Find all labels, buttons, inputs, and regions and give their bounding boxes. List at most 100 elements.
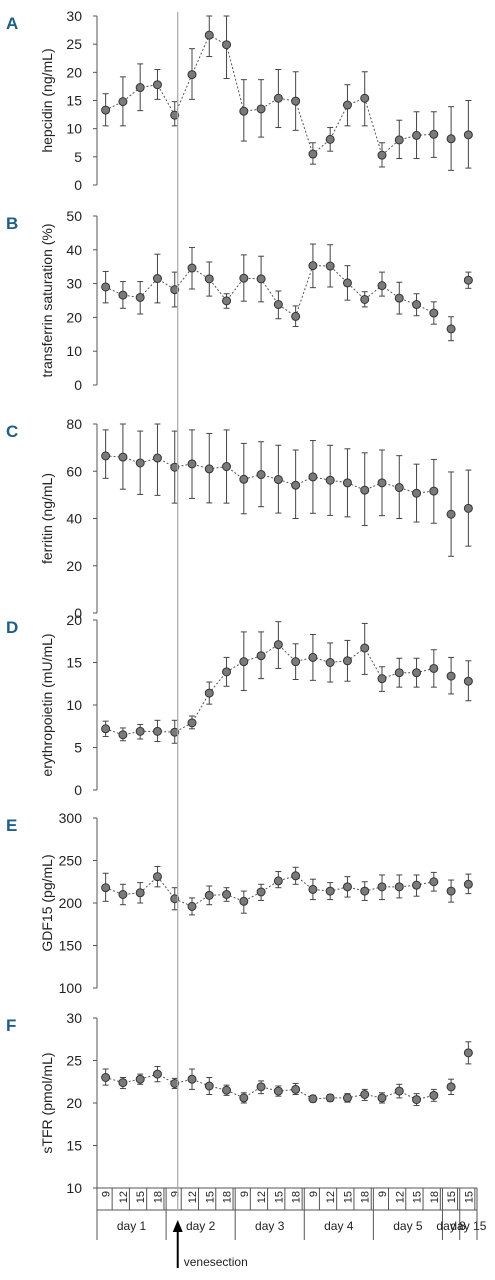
day-label: day 3 bbox=[255, 1219, 285, 1233]
data-point bbox=[394, 293, 404, 303]
day-label: day 5 bbox=[393, 1219, 423, 1233]
y-tick-label: 30 bbox=[66, 276, 82, 292]
data-point bbox=[256, 274, 266, 284]
series-line bbox=[105, 265, 435, 318]
data-point bbox=[342, 656, 352, 666]
data-point bbox=[446, 509, 456, 519]
data-point bbox=[273, 300, 283, 310]
data-point bbox=[152, 726, 162, 736]
data-point bbox=[152, 872, 162, 882]
data-point bbox=[342, 278, 352, 288]
y-tick-label: 30 bbox=[66, 1010, 82, 1026]
y-tick-label: 0 bbox=[74, 177, 82, 193]
data-point bbox=[170, 110, 180, 120]
data-point bbox=[446, 324, 456, 334]
series-line bbox=[105, 875, 434, 907]
data-point bbox=[204, 1081, 214, 1091]
x-tick-label-hour: 15 bbox=[135, 1191, 147, 1203]
data-point bbox=[325, 886, 335, 896]
data-point bbox=[118, 290, 128, 300]
x-tick-label-hour: 9 bbox=[239, 1191, 251, 1197]
data-point bbox=[429, 877, 439, 887]
y-axis-label: GDF15 (pg/mL) bbox=[39, 854, 55, 951]
data-point bbox=[429, 663, 439, 673]
data-point bbox=[342, 478, 352, 488]
y-tick-label: 15 bbox=[66, 93, 82, 109]
x-tick-label-hour: 15 bbox=[412, 1191, 424, 1203]
data-point bbox=[394, 882, 404, 892]
data-point bbox=[429, 129, 439, 139]
x-tick-label-hour: 9 bbox=[101, 1191, 113, 1197]
y-tick-label: 0 bbox=[74, 377, 82, 393]
data-point bbox=[256, 470, 266, 480]
data-point bbox=[222, 40, 232, 50]
data-point bbox=[152, 274, 162, 284]
data-point bbox=[325, 475, 335, 485]
data-point bbox=[187, 70, 197, 80]
data-point bbox=[222, 296, 232, 306]
data-point bbox=[273, 1086, 283, 1096]
x-tick-label-hour: 18 bbox=[429, 1191, 441, 1203]
data-point bbox=[377, 1093, 387, 1103]
data-point bbox=[256, 887, 266, 897]
data-point bbox=[429, 308, 439, 318]
data-point bbox=[291, 657, 301, 667]
y-tick-label: 10 bbox=[66, 1180, 82, 1196]
data-point bbox=[273, 876, 283, 886]
data-point bbox=[239, 1093, 249, 1103]
venesection-arrow-icon bbox=[172, 1220, 183, 1232]
data-point bbox=[204, 464, 214, 474]
y-tick-label: 20 bbox=[66, 612, 82, 628]
data-point bbox=[394, 1086, 404, 1096]
day-label: day 4 bbox=[324, 1219, 354, 1233]
data-point bbox=[308, 261, 318, 271]
data-point bbox=[222, 1085, 232, 1095]
x-tick-label-hour: 15 bbox=[446, 1191, 458, 1203]
data-point bbox=[360, 886, 370, 896]
data-point bbox=[273, 93, 283, 103]
series-line bbox=[105, 34, 434, 156]
data-point bbox=[239, 106, 249, 116]
data-point bbox=[256, 1082, 266, 1092]
data-point bbox=[118, 730, 128, 740]
venesection-label: venesection bbox=[184, 1255, 248, 1269]
y-tick-label: 50 bbox=[66, 208, 82, 224]
data-point bbox=[291, 96, 301, 106]
x-tick-label-hour: 9 bbox=[377, 1191, 389, 1197]
data-point bbox=[291, 311, 301, 321]
data-point bbox=[360, 485, 370, 495]
data-point bbox=[325, 1093, 335, 1103]
panel-letter-a: A bbox=[6, 14, 18, 33]
day-label: day 15 bbox=[450, 1219, 486, 1233]
data-point bbox=[187, 1074, 197, 1084]
x-tick-label-hour: 18 bbox=[360, 1191, 372, 1203]
panel-letter-b: B bbox=[6, 214, 18, 233]
x-tick-label-hour: 15 bbox=[204, 1191, 216, 1203]
y-tick-label: 25 bbox=[66, 36, 82, 52]
data-point bbox=[152, 1069, 162, 1079]
data-point bbox=[239, 657, 249, 667]
data-point bbox=[429, 486, 439, 496]
data-point bbox=[377, 281, 387, 291]
day-label: day 1 bbox=[117, 1219, 147, 1233]
data-point bbox=[204, 274, 214, 284]
y-tick-label: 60 bbox=[66, 463, 82, 479]
data-point bbox=[135, 888, 145, 898]
data-point bbox=[204, 30, 214, 40]
data-point bbox=[394, 668, 404, 678]
y-axis-label: transferrin saturation (%) bbox=[39, 223, 55, 377]
panel-letter-e: E bbox=[6, 816, 17, 835]
data-point bbox=[118, 97, 128, 107]
data-point bbox=[222, 462, 232, 472]
data-point bbox=[239, 273, 249, 283]
data-point bbox=[187, 718, 197, 728]
x-tick-label-hour: 12 bbox=[118, 1191, 130, 1203]
y-tick-label: 20 bbox=[66, 309, 82, 325]
data-point bbox=[118, 890, 128, 899]
data-point bbox=[170, 894, 180, 904]
y-tick-label: 10 bbox=[66, 343, 82, 359]
data-point bbox=[360, 294, 370, 304]
x-tick-label-hour: 18 bbox=[152, 1191, 164, 1203]
y-axis-label: erythropoietin (mU/mL) bbox=[39, 633, 55, 776]
